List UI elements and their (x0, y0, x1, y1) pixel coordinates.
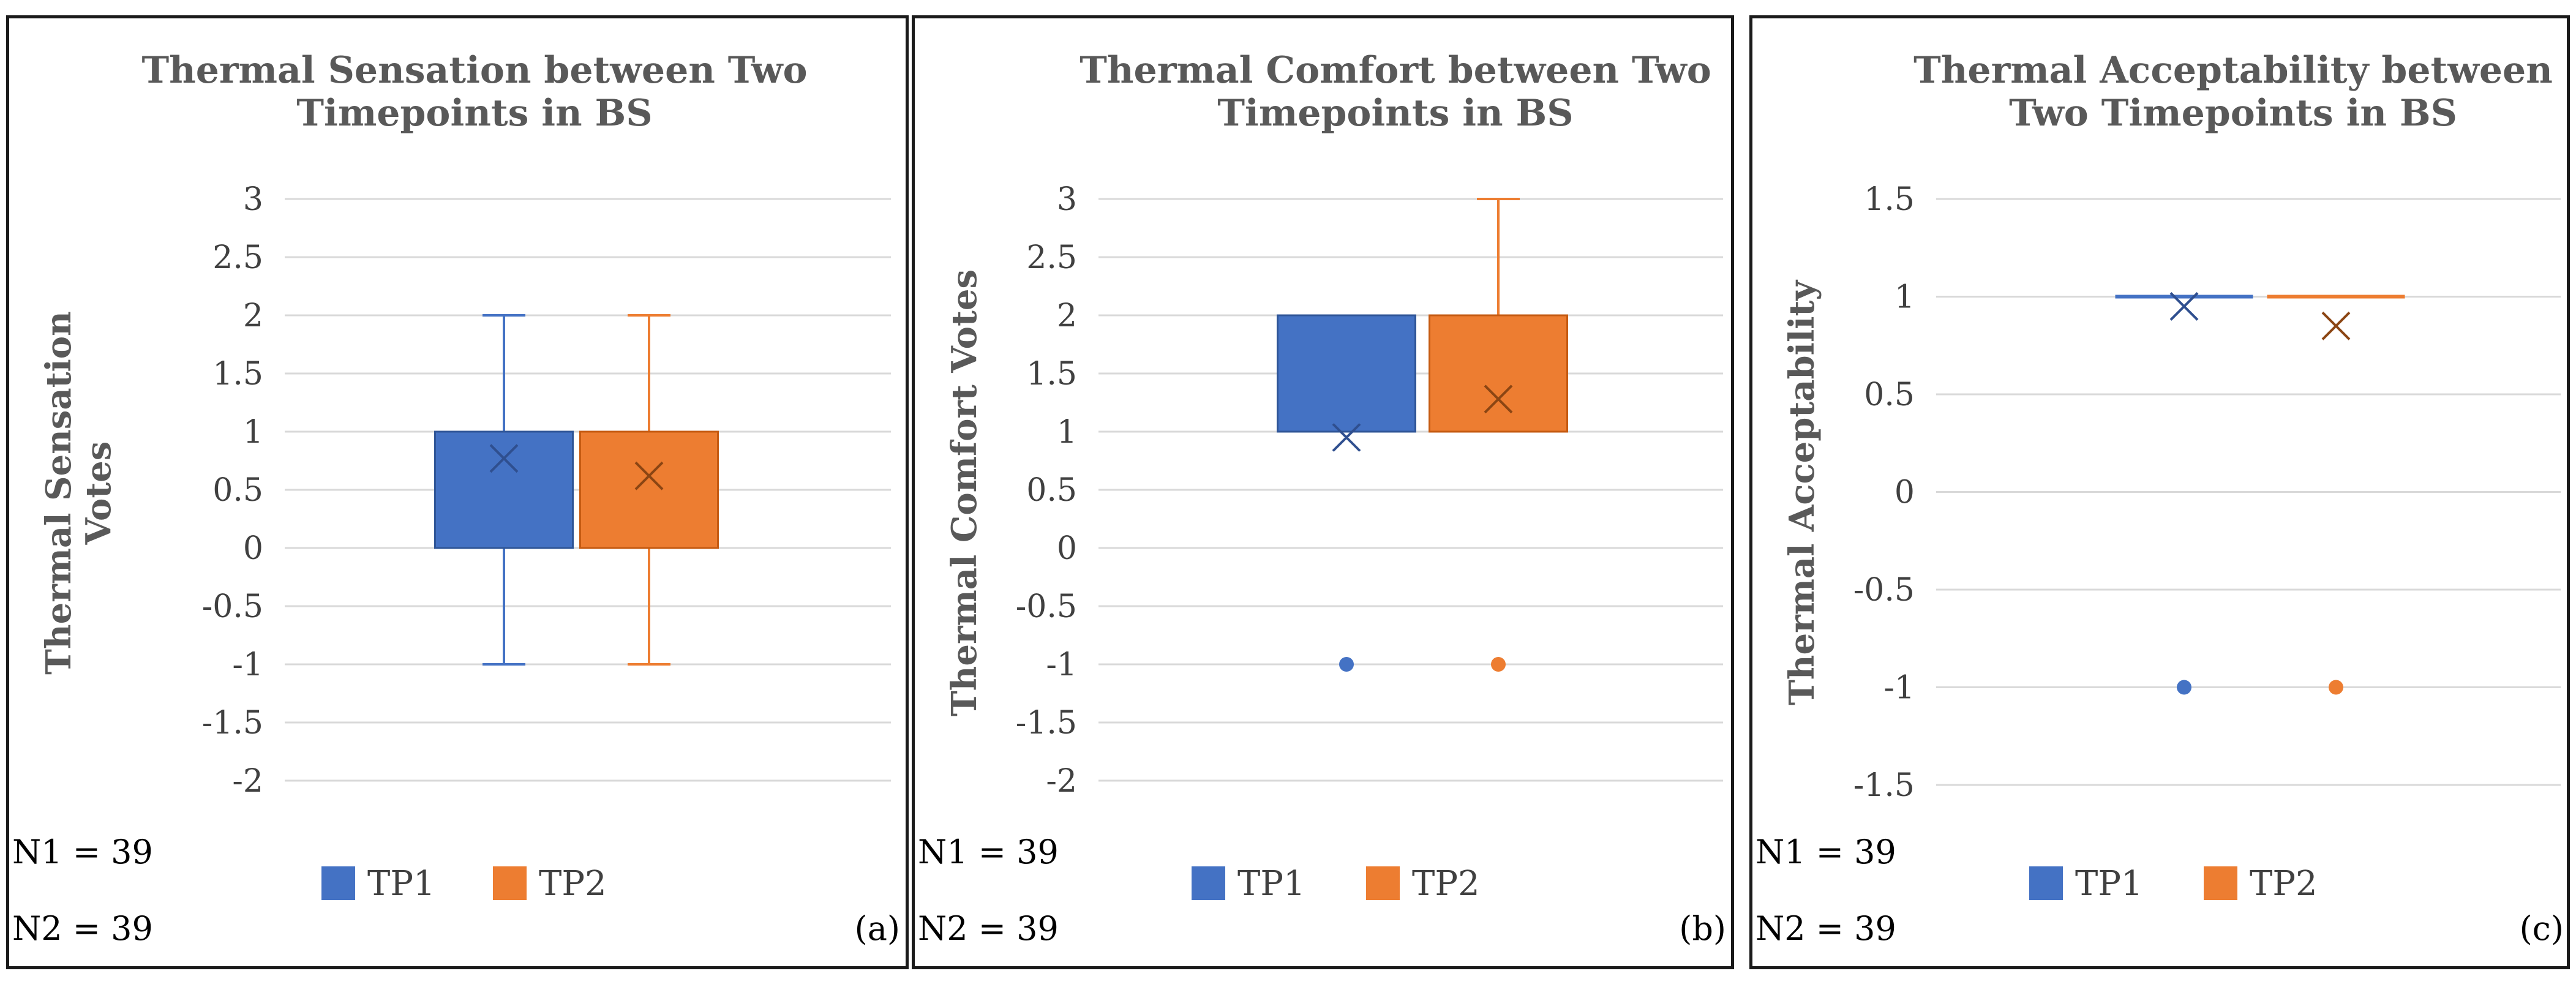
y-tick-label: -1.5 (202, 705, 263, 741)
chart-title-line: Timepoints in BS (1217, 92, 1573, 135)
y-axis-label: Votes (78, 441, 119, 546)
chart-title-line: Timepoints in BS (296, 92, 652, 135)
box-tp1-mean-marker (2169, 292, 2199, 321)
sample-size-n1: N1 = 39 (12, 833, 153, 871)
legend-label-tp1: TP1 (2075, 864, 2143, 904)
sample-size-n2: N2 = 39 (1756, 909, 1896, 948)
legend-swatch-tp2 (1366, 866, 1400, 900)
y-tick-label: -0.5 (1016, 588, 1077, 625)
y-tick-label: 0 (1057, 530, 1077, 567)
box-tp1-outlier (1339, 657, 1354, 672)
y-tick-label: 1.5 (212, 356, 263, 392)
y-tick-label: -1 (1046, 647, 1077, 683)
y-tick-label: 1 (1057, 414, 1077, 451)
legend-swatch-tp2 (2204, 866, 2237, 900)
y-tick-label: 0.5 (212, 472, 263, 509)
chart-panel-a: Thermal Sensation between Two Timepoints … (6, 15, 909, 969)
legend-swatch-tp1 (1192, 866, 1225, 900)
sample-size-n1: N1 = 39 (1756, 833, 1896, 871)
chart-title-line: Thermal Comfort between Two (1080, 49, 1711, 92)
box-tp2-mean-marker (634, 461, 664, 490)
y-tick-label: -2 (1046, 763, 1077, 800)
y-tick-label: 3 (1057, 181, 1077, 218)
chart-title-line: Thermal Sensation between Two (141, 49, 807, 92)
box-tp1-outlier (2177, 680, 2191, 695)
legend-swatch-tp1 (2029, 866, 2063, 900)
y-axis-label: Thermal Acceptability (1782, 280, 1822, 705)
legend-label-tp1: TP1 (1237, 864, 1305, 904)
y-axis-label: Thermal Sensation (39, 311, 79, 675)
box-tp1-body (1277, 314, 1416, 433)
y-tick-label: 2 (243, 298, 263, 334)
y-tick-label: -1.5 (1016, 705, 1077, 741)
y-tick-label: 1 (1894, 279, 1915, 316)
y-tick-label: 1.5 (1864, 181, 1915, 218)
y-tick-label: -2 (232, 763, 263, 800)
y-tick-label: -1 (232, 647, 263, 683)
y-tick-label: 3 (243, 181, 263, 218)
box-tp1-mean-marker (1332, 423, 1361, 452)
y-tick-label: 1.5 (1026, 356, 1077, 392)
y-tick-label: -1 (1883, 670, 1915, 707)
box-tp1-mean-marker (489, 444, 519, 473)
legend-label-tp2: TP2 (2250, 864, 2318, 904)
legend-label-tp2: TP2 (539, 864, 607, 904)
box-tp2-mean-marker (1484, 385, 1513, 414)
y-tick-label: -1.5 (1853, 767, 1915, 804)
y-tick-label: 0 (243, 530, 263, 567)
y-tick-label: 0 (1894, 475, 1915, 511)
y-tick-label: 1 (243, 414, 263, 451)
box-tp1-body (434, 430, 574, 549)
panel-letter: (b) (1679, 909, 1726, 948)
y-tick-label: 2.5 (1026, 239, 1077, 276)
chart-title-line: Two Timepoints in BS (2009, 92, 2457, 135)
y-tick-label: 0.5 (1026, 472, 1077, 509)
panel-letter: (c) (2520, 909, 2564, 948)
chart-a-svg: Thermal Sensation between TwoTimepoints … (12, 49, 900, 948)
sample-size-n2: N2 = 39 (12, 909, 153, 948)
legend-label-tp1: TP1 (367, 864, 435, 904)
box-tp2-body (579, 430, 719, 549)
y-tick-label: -0.5 (1853, 572, 1915, 609)
legend-swatch-tp1 (321, 866, 355, 900)
y-tick-label: 2 (1057, 298, 1077, 334)
legend-swatch-tp2 (493, 866, 527, 900)
y-tick-label: 2.5 (212, 239, 263, 276)
panel-letter: (a) (855, 909, 900, 948)
y-tick-label: 0.5 (1864, 377, 1915, 413)
box-tp2-outlier (1491, 657, 1506, 672)
y-axis-label: Thermal Comfort Votes (944, 269, 985, 716)
y-tick-label: -0.5 (202, 588, 263, 625)
chart-title-line: Thermal Acceptability between (1913, 49, 2553, 92)
box-tp2-outlier (2329, 680, 2343, 695)
sample-size-n1: N1 = 39 (918, 833, 1059, 871)
chart-panel-c: Thermal Acceptability between Two Timepoi… (1749, 15, 2570, 969)
box-tp2-body (1429, 314, 1568, 433)
box-tp2-mean-marker (2321, 311, 2351, 340)
sample-size-n2: N2 = 39 (918, 909, 1059, 948)
legend-label-tp2: TP2 (1412, 864, 1480, 904)
chart-panel-b: Thermal Comfort between Two Timepoints in… (912, 15, 1734, 969)
